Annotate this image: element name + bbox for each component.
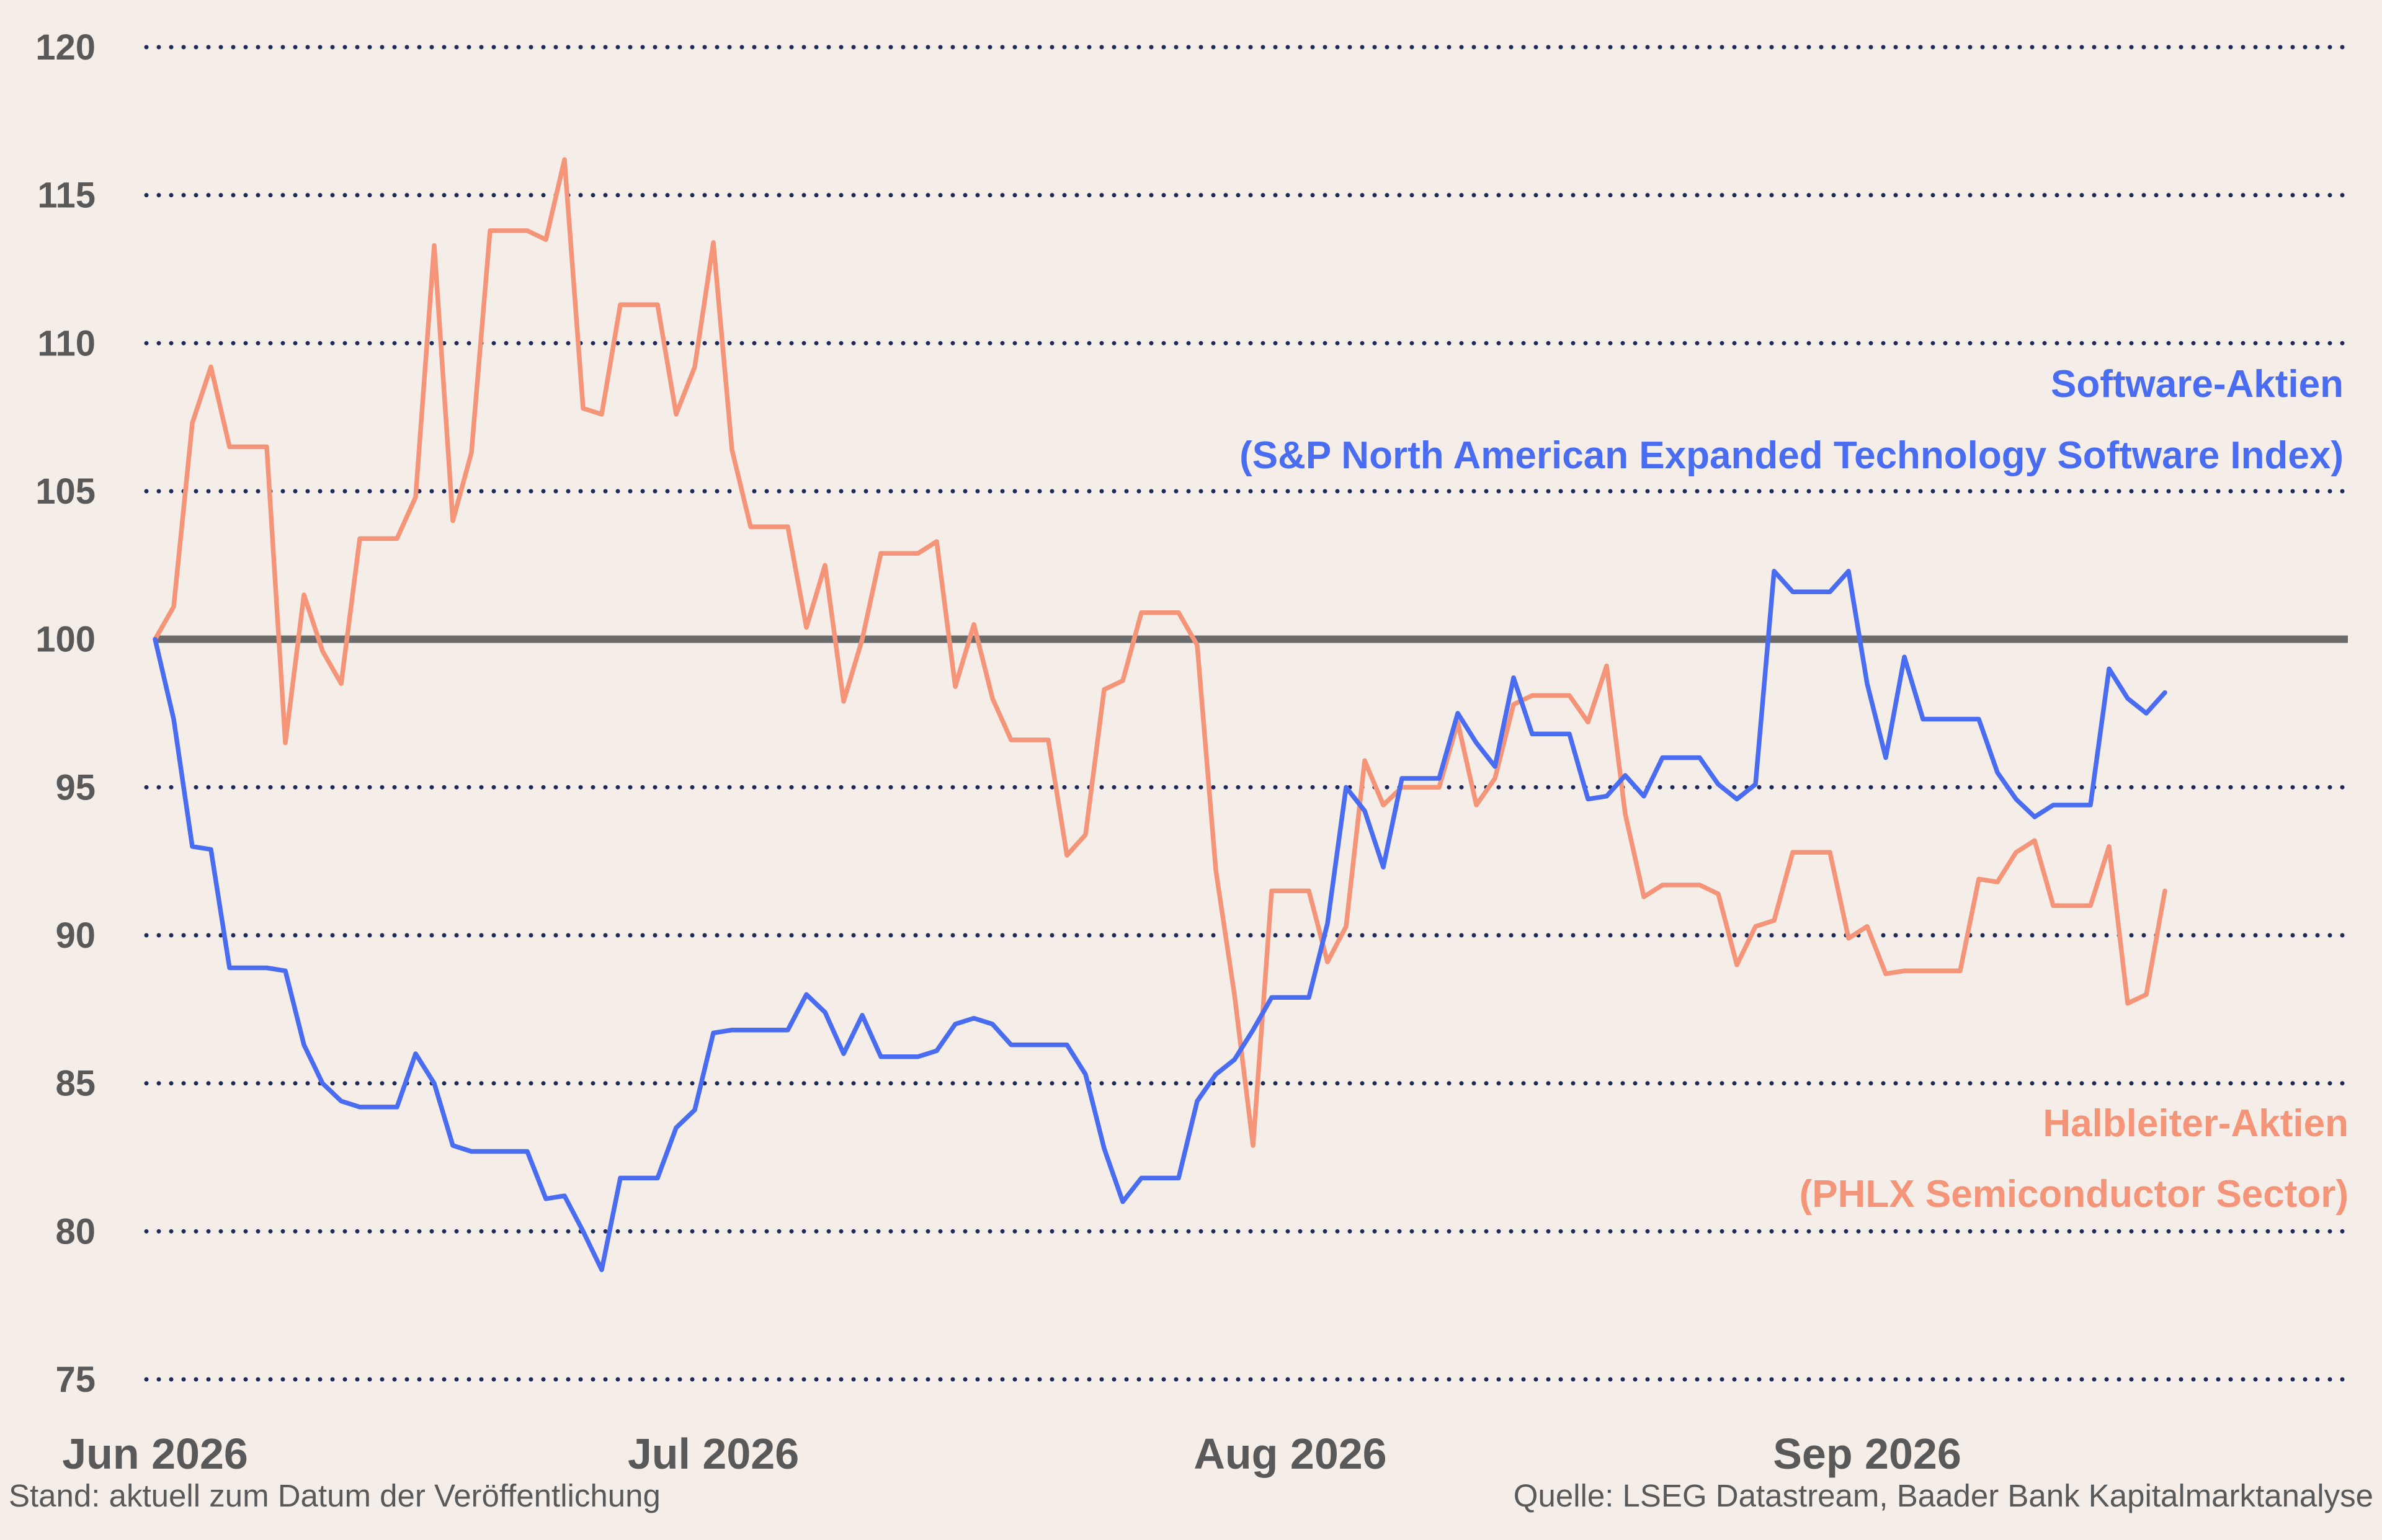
x-tick-label: Aug 2026 xyxy=(1193,1430,1386,1478)
y-tick-label: 80 xyxy=(55,1211,96,1252)
gridlines xyxy=(144,45,2350,1382)
x-axis-ticks: Jun 2026 Jul 2026 Aug 2026 Sep 2026 xyxy=(62,1430,1961,1478)
y-tick-label: 95 xyxy=(55,767,96,808)
y-axis-ticks: 75 80 85 90 95 100 105 110 115 120 xyxy=(35,27,96,1400)
footer-note: Stand: aktuell zum Datum der Veröffentli… xyxy=(9,1478,661,1513)
y-tick-label: 110 xyxy=(37,323,96,363)
y-tick-label: 90 xyxy=(55,915,96,956)
y-tick-label: 105 xyxy=(35,471,96,512)
software-series-label: Software-Aktien xyxy=(2051,363,2344,406)
y-tick-label: 85 xyxy=(55,1064,96,1104)
x-tick-label: Sep 2026 xyxy=(1773,1430,1961,1478)
y-tick-label: 100 xyxy=(35,620,96,660)
y-tick-label: 120 xyxy=(35,27,96,68)
series-lines xyxy=(153,157,2167,1273)
x-tick-label: Jul 2026 xyxy=(628,1430,799,1478)
semiconductor-series-sublabel: (PHLX Semiconductor Sector) xyxy=(1800,1173,2349,1216)
y-tick-label: 75 xyxy=(55,1360,96,1400)
semiconductor-series-label: Halbleiter-Aktien xyxy=(2043,1102,2349,1145)
semiconductor-series-line xyxy=(153,157,2167,1148)
x-tick-label: Jun 2026 xyxy=(62,1430,248,1478)
software-series-sublabel: (S&P North American Expanded Technology … xyxy=(1239,434,2344,477)
software-series-line xyxy=(153,569,2167,1273)
y-tick-label: 115 xyxy=(37,176,96,216)
footer-source: Quelle: LSEG Datastream, Baader Bank Kap… xyxy=(1513,1478,2373,1513)
